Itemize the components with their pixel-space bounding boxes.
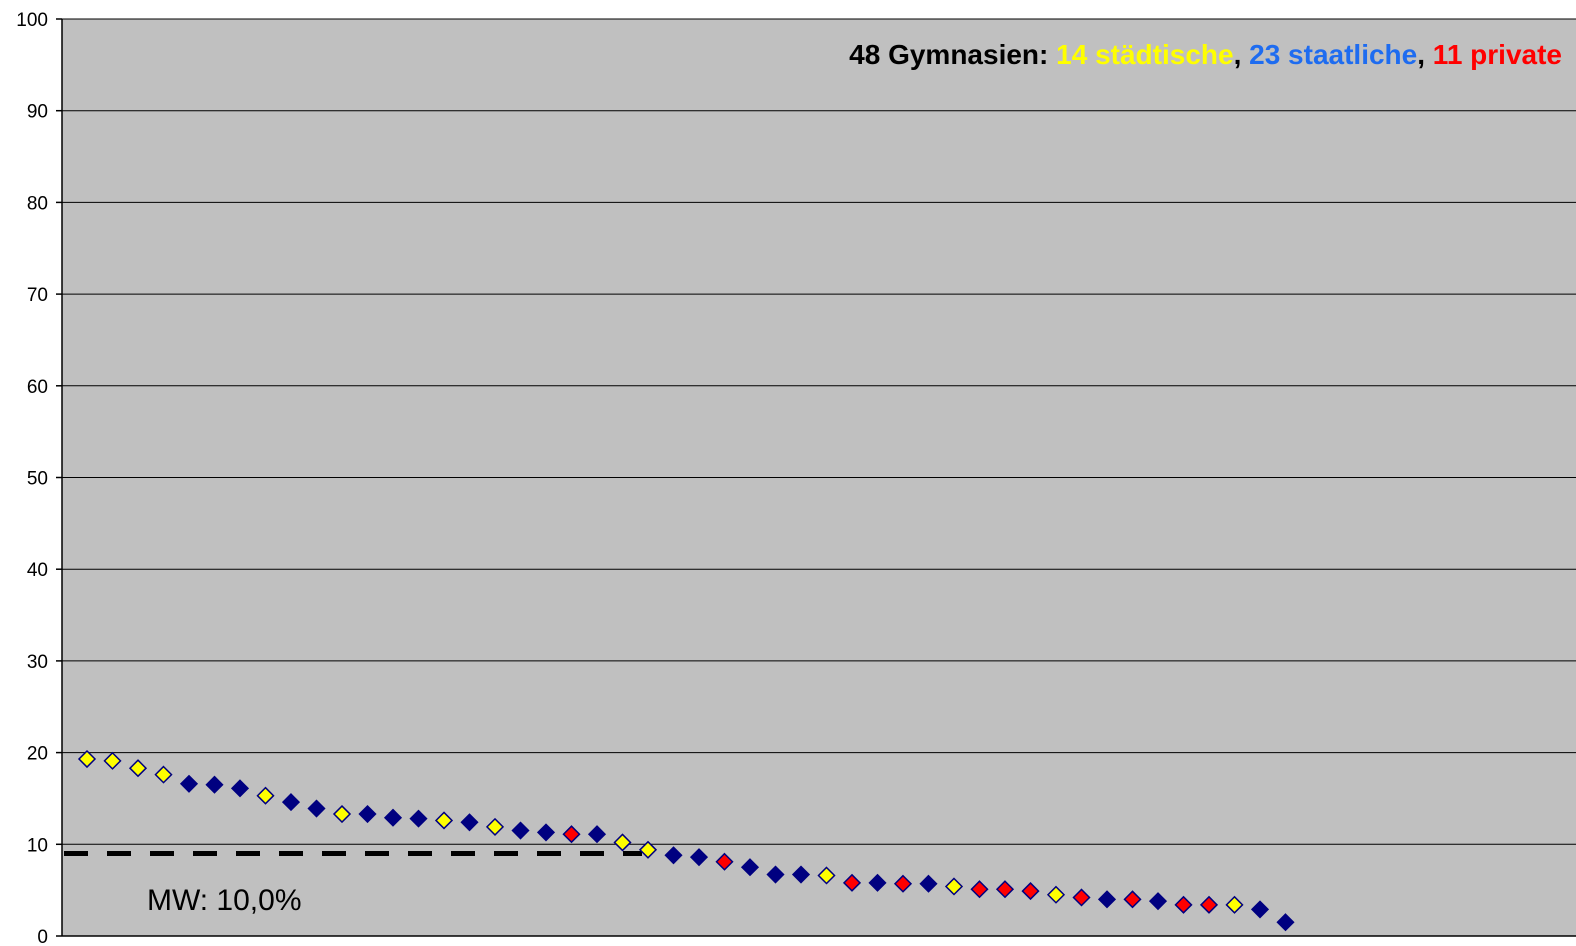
data-point-23 <box>638 840 658 859</box>
data-point-20 <box>562 825 581 844</box>
data-point-29 <box>791 865 811 884</box>
data-point-30 <box>817 866 836 885</box>
data-point-41 <box>1097 890 1117 909</box>
data-point-22 <box>613 833 632 852</box>
data-point-37 <box>995 880 1015 899</box>
data-point-10 <box>307 799 326 818</box>
data-point-12 <box>358 804 377 824</box>
y-tick-label-90: 90 <box>27 102 48 123</box>
data-point-3 <box>128 759 148 778</box>
data-point-14 <box>409 809 428 828</box>
y-axis <box>56 18 1576 937</box>
y-tick-label-60: 60 <box>27 377 48 398</box>
y-tick-label-20: 20 <box>27 744 48 765</box>
data-point-16 <box>460 813 479 832</box>
data-point-33 <box>893 874 913 893</box>
data-point-25 <box>689 848 709 867</box>
title-part-2: 14 städtische <box>1056 39 1233 70</box>
data-point-36 <box>970 880 989 899</box>
chart-title: 48 Gymnasien: 14 städtische, 23 staatlic… <box>849 39 1562 70</box>
y-tick-label-80: 80 <box>27 193 48 214</box>
data-point-31 <box>842 873 862 892</box>
data-points <box>77 749 1295 932</box>
data-point-27 <box>740 858 760 877</box>
gridlines <box>62 18 1576 845</box>
data-point-18 <box>511 821 530 840</box>
y-tick-label-30: 30 <box>27 652 48 673</box>
data-point-38 <box>1021 882 1040 901</box>
data-point-1 <box>77 749 97 769</box>
y-tick-label-40: 40 <box>27 560 48 581</box>
data-point-9 <box>281 793 301 812</box>
data-point-45 <box>1199 895 1219 914</box>
data-point-5 <box>179 774 199 793</box>
y-tick-label-100: 100 <box>16 10 48 31</box>
data-point-11 <box>332 804 352 824</box>
data-point-19 <box>536 823 556 842</box>
data-point-35 <box>944 877 964 896</box>
y-tick-label-70: 70 <box>27 285 48 306</box>
data-point-39 <box>1046 885 1066 904</box>
title-part-4: 23 staatliche <box>1249 39 1417 70</box>
data-point-26 <box>715 852 734 871</box>
data-point-34 <box>919 874 938 893</box>
y-tick-label-10: 10 <box>27 835 48 856</box>
data-point-48 <box>1276 913 1295 932</box>
data-point-13 <box>383 808 403 827</box>
data-point-46 <box>1225 895 1244 914</box>
data-point-24 <box>664 846 683 865</box>
y-tick-label-50: 50 <box>27 469 48 490</box>
data-point-21 <box>587 825 607 844</box>
y-tick-labels: 0 10 20 30 40 50 60 70 80 90 100 <box>16 10 48 946</box>
data-point-43 <box>1148 892 1168 911</box>
data-point-32 <box>868 873 887 892</box>
data-point-6 <box>205 775 224 794</box>
data-point-15 <box>434 811 454 830</box>
data-point-40 <box>1072 888 1091 907</box>
y-tick-label-0: 0 <box>37 927 48 946</box>
title-part-3: , <box>1234 39 1250 70</box>
data-point-44 <box>1174 895 1193 914</box>
data-point-7 <box>230 779 250 798</box>
data-point-42 <box>1123 890 1142 909</box>
data-point-28 <box>766 865 785 884</box>
mean-label: MW: 10,0% <box>147 884 302 917</box>
data-point-4 <box>154 765 173 784</box>
data-point-2 <box>103 751 122 770</box>
data-point-17 <box>485 817 505 836</box>
data-point-8 <box>256 786 275 805</box>
title-part-1: 48 Gymnasien: <box>849 39 1056 70</box>
title-part-5: , <box>1417 39 1433 70</box>
data-point-47 <box>1250 900 1270 919</box>
title-part-6: 11 private <box>1433 39 1562 70</box>
